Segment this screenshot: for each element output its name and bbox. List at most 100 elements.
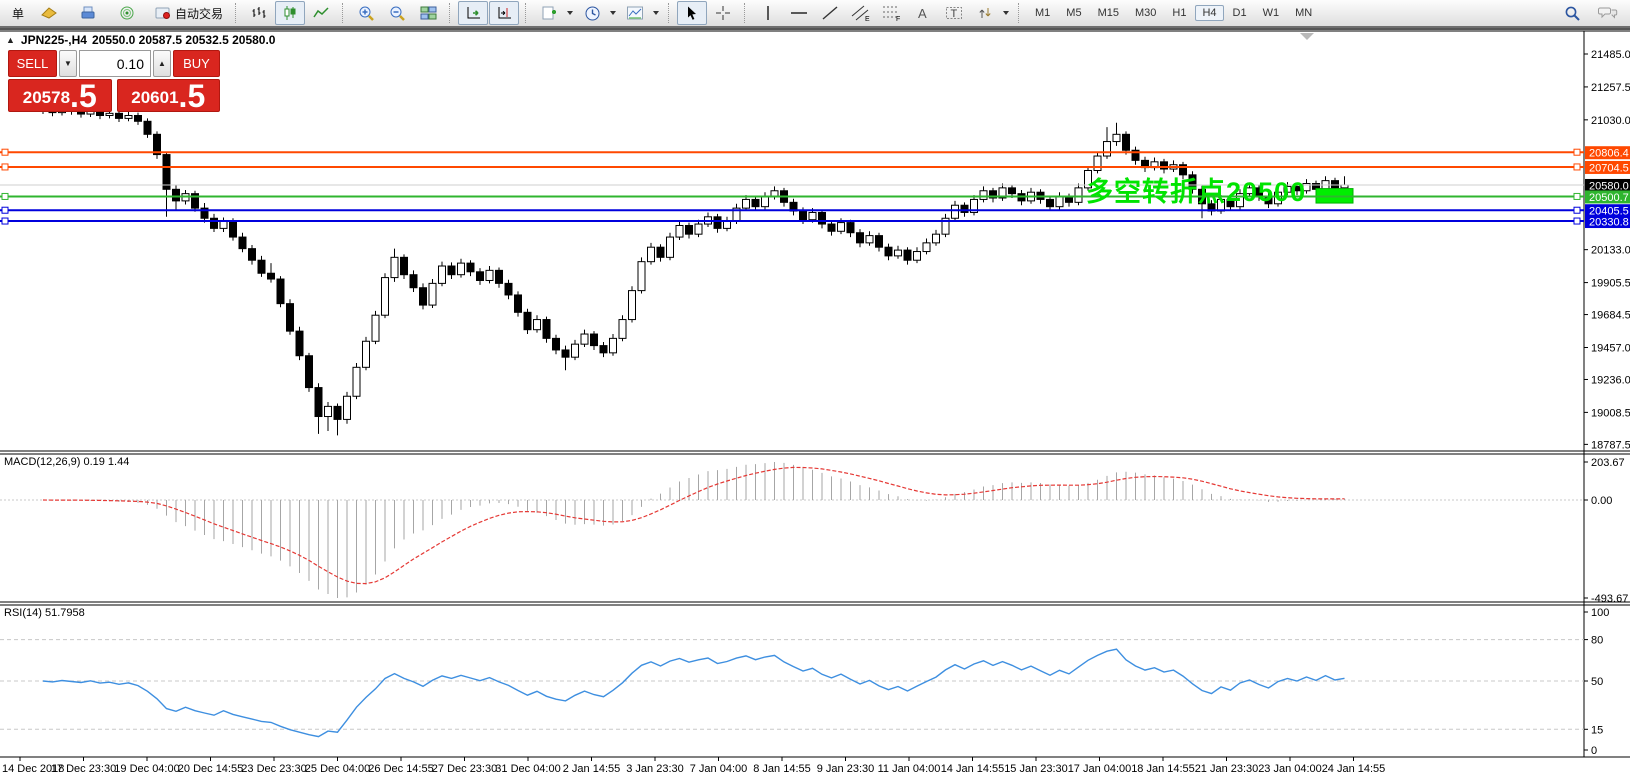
price-tick-label: 21257.5 bbox=[1591, 82, 1630, 94]
autotrading-label: 自动交易 bbox=[175, 6, 224, 21]
timeframe-m5-button[interactable]: M5 bbox=[1066, 7, 1082, 19]
timeframe-h4-button[interactable]: H4 bbox=[1195, 5, 1224, 21]
tile-windows-icon[interactable] bbox=[413, 1, 443, 25]
candle-body bbox=[115, 112, 123, 119]
candle-body bbox=[124, 115, 133, 119]
price-tick-label: 19905.5 bbox=[1591, 278, 1630, 290]
candle-body bbox=[438, 265, 446, 284]
candlestick-chart-icon[interactable] bbox=[275, 1, 306, 25]
time-tick-label: 17 Jan 04:00 bbox=[1068, 763, 1132, 775]
zoom-in-icon[interactable] bbox=[351, 1, 381, 25]
zoom-out-icon[interactable] bbox=[382, 1, 412, 25]
timeframe-m15-button[interactable]: M15 bbox=[1097, 7, 1119, 19]
line-handle[interactable] bbox=[1573, 206, 1581, 214]
sell-price-frac: .5 bbox=[70, 79, 97, 112]
line-handle[interactable] bbox=[1573, 148, 1581, 156]
candle-body bbox=[647, 246, 655, 263]
candle-body bbox=[1122, 133, 1130, 151]
svg-text:F: F bbox=[896, 16, 900, 22]
line-handle[interactable] bbox=[1573, 163, 1581, 171]
toolbar-separator bbox=[744, 3, 748, 23]
macd-signal-line bbox=[42, 466, 1345, 585]
equidistant-channel-icon[interactable]: E bbox=[846, 1, 876, 25]
crosshair-icon[interactable] bbox=[708, 1, 738, 25]
line-handle[interactable] bbox=[1, 163, 9, 171]
chart-title: ▲ JPN225-,H4 20550.0 20587.5 20532.5 205… bbox=[6, 33, 275, 47]
periods-dropdown-caret[interactable] bbox=[610, 11, 617, 15]
chart-shift-icon[interactable] bbox=[489, 1, 520, 25]
candle-body bbox=[200, 207, 209, 219]
window-border bbox=[0, 28, 1630, 30]
timeframe-d1-button[interactable]: D1 bbox=[1232, 7, 1247, 19]
autoscroll-icon[interactable] bbox=[458, 1, 489, 25]
shapes-icon[interactable] bbox=[970, 1, 1000, 25]
timeframe-w1-button[interactable]: W1 bbox=[1262, 7, 1280, 19]
candle-body bbox=[447, 265, 456, 276]
horizontal-line-icon[interactable] bbox=[784, 1, 814, 25]
lot-size-input[interactable]: 0.10 bbox=[79, 50, 151, 77]
collapse-panel-toggle[interactable]: ▲ bbox=[6, 34, 15, 45]
indicators-dropdown-caret[interactable] bbox=[567, 11, 574, 15]
buy-button[interactable]: BUY bbox=[173, 50, 220, 77]
candle-body bbox=[1055, 196, 1064, 208]
candle-body bbox=[979, 190, 988, 200]
periods-icon[interactable] bbox=[577, 1, 607, 25]
chart-text-annotation[interactable]: 多空转折点20500 bbox=[1086, 177, 1307, 207]
new-order-button[interactable]: 单 bbox=[3, 1, 33, 25]
timeframe-m1-button[interactable]: M1 bbox=[1035, 7, 1051, 19]
line-handle[interactable] bbox=[1, 217, 9, 225]
timeframe-m30-button[interactable]: M30 bbox=[1134, 7, 1157, 19]
text-label-icon[interactable]: T bbox=[939, 1, 969, 25]
autotrading-button[interactable]: 自动交易 bbox=[151, 1, 229, 25]
alerts-icon[interactable] bbox=[112, 1, 142, 25]
lot-increase-button[interactable]: ▲ bbox=[153, 50, 171, 77]
line-handle[interactable] bbox=[1, 206, 9, 214]
bar-chart-icon[interactable] bbox=[244, 1, 274, 25]
sell-price-box[interactable]: 20578.5 bbox=[8, 79, 112, 112]
trendline-icon[interactable] bbox=[815, 1, 845, 25]
line-handle[interactable] bbox=[1573, 217, 1581, 225]
candle-body bbox=[514, 294, 522, 313]
candle-body bbox=[153, 133, 161, 156]
line-handle[interactable] bbox=[1, 192, 9, 200]
line-handle[interactable] bbox=[1, 148, 9, 156]
candle-body bbox=[1188, 174, 1197, 190]
fibonacci-icon[interactable]: F bbox=[877, 1, 907, 25]
market-watch-icon[interactable] bbox=[34, 1, 64, 25]
chat-icon[interactable] bbox=[1593, 1, 1623, 25]
buy-price-box[interactable]: 20601.5 bbox=[116, 79, 220, 112]
timeframe-h1-button[interactable]: H1 bbox=[1172, 7, 1187, 19]
candle-body bbox=[875, 235, 883, 248]
indicators-icon[interactable] bbox=[534, 1, 564, 25]
candle-body bbox=[495, 269, 503, 284]
price-level-badge-text: 20580.0 bbox=[1589, 180, 1629, 192]
candle-body bbox=[1179, 164, 1187, 176]
timeframe-toolbar: M1 M5 M15 M30 H1 H4 D1 W1 MN bbox=[1027, 5, 1320, 21]
time-tick-label: 18 Jan 14:55 bbox=[1131, 763, 1195, 775]
text-icon[interactable]: A bbox=[908, 1, 938, 25]
candle-body bbox=[324, 405, 332, 418]
timeframe-mn-button[interactable]: MN bbox=[1295, 7, 1313, 19]
line-chart-icon[interactable] bbox=[306, 1, 336, 25]
navigator-icon[interactable] bbox=[73, 1, 103, 25]
vertical-line-icon[interactable] bbox=[753, 1, 783, 25]
time-tick-label: 11 Jan 04:00 bbox=[878, 763, 941, 775]
candle-body bbox=[257, 259, 266, 274]
chart-shift-marker[interactable] bbox=[1300, 33, 1314, 40]
candle-body bbox=[276, 278, 285, 305]
price-tick-label: 19008.5 bbox=[1591, 407, 1630, 419]
templates-dropdown-caret[interactable] bbox=[653, 11, 660, 15]
candle-body bbox=[1302, 183, 1311, 192]
candle-body bbox=[1245, 187, 1254, 195]
sell-button[interactable]: SELL bbox=[8, 50, 57, 77]
candle-body bbox=[229, 220, 237, 238]
cursor-icon[interactable] bbox=[677, 1, 708, 25]
chart-symbol-period: JPN225-,H4 bbox=[20, 33, 87, 47]
line-handle[interactable] bbox=[1573, 192, 1581, 200]
shapes-dropdown-caret[interactable] bbox=[1003, 11, 1010, 15]
lot-decrease-button[interactable]: ▼ bbox=[59, 50, 77, 77]
search-icon[interactable] bbox=[1557, 1, 1587, 25]
templates-icon[interactable] bbox=[620, 1, 650, 25]
